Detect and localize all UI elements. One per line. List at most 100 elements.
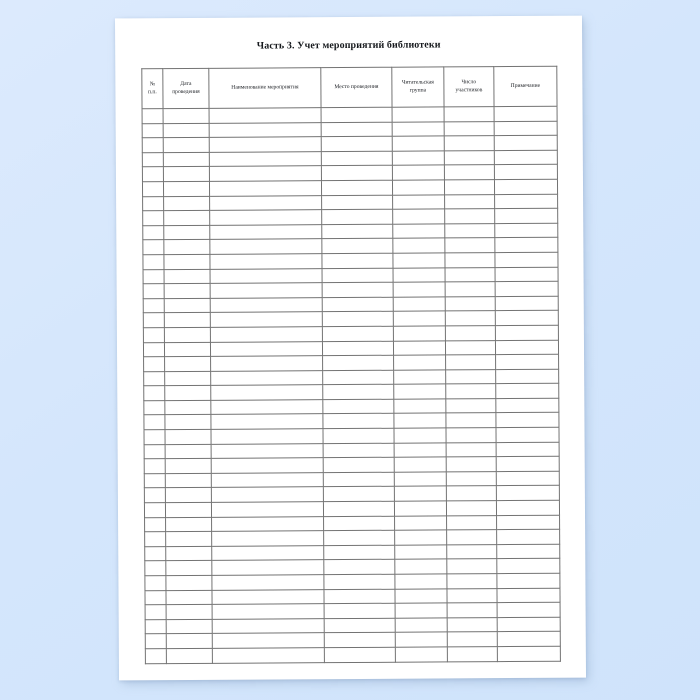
table-cell-count[interactable]	[444, 194, 495, 210]
table-cell-name[interactable]	[212, 603, 325, 620]
table-cell-num[interactable]	[143, 371, 165, 387]
table-cell-place[interactable]	[322, 413, 394, 429]
table-cell-place[interactable]	[323, 442, 395, 458]
table-cell-place[interactable]	[321, 151, 393, 167]
table-cell-count[interactable]	[447, 602, 498, 618]
table-cell-count[interactable]	[445, 413, 496, 428]
table-cell-note[interactable]	[496, 573, 560, 589]
table-cell-group[interactable]	[394, 588, 448, 604]
table-cell-group[interactable]	[395, 632, 448, 648]
table-cell-name[interactable]	[210, 326, 323, 342]
table-cell-group[interactable]	[393, 325, 446, 341]
table-cell-num[interactable]	[144, 488, 166, 503]
table-cell-group[interactable]	[393, 282, 446, 297]
table-cell-num[interactable]	[144, 590, 167, 605]
table-cell-place[interactable]	[322, 311, 394, 327]
table-cell-note[interactable]	[495, 310, 559, 326]
table-cell-note[interactable]	[496, 544, 560, 560]
table-cell-num[interactable]	[144, 561, 166, 576]
table-cell-place[interactable]	[323, 515, 395, 531]
table-cell-name[interactable]	[210, 341, 323, 357]
table-cell-place[interactable]	[323, 486, 395, 502]
table-cell-group[interactable]	[392, 136, 445, 152]
table-cell-count[interactable]	[446, 588, 498, 604]
table-cell-num[interactable]	[145, 634, 167, 649]
table-cell-count[interactable]	[446, 456, 497, 472]
table-cell-count[interactable]	[446, 559, 497, 574]
table-cell-date[interactable]	[165, 516, 212, 532]
table-cell-name[interactable]	[209, 239, 322, 255]
table-cell-group[interactable]	[394, 544, 447, 560]
table-cell-group[interactable]	[392, 165, 445, 181]
table-cell-name[interactable]	[209, 195, 322, 211]
table-cell-count[interactable]	[447, 646, 498, 662]
table-cell-date[interactable]	[164, 312, 211, 328]
table-cell-date[interactable]	[164, 356, 211, 372]
table-cell-num[interactable]	[142, 108, 164, 124]
table-cell-count[interactable]	[445, 427, 497, 443]
table-cell-count[interactable]	[446, 471, 497, 487]
table-cell-group[interactable]	[393, 340, 446, 356]
table-cell-num[interactable]	[142, 210, 164, 226]
table-cell-name[interactable]	[210, 311, 323, 328]
table-cell-date[interactable]	[164, 298, 211, 313]
table-cell-name[interactable]	[209, 166, 322, 182]
table-cell-place[interactable]	[323, 501, 395, 517]
table-cell-date[interactable]	[163, 181, 210, 197]
table-cell-name[interactable]	[211, 487, 324, 503]
table-cell-count[interactable]	[445, 310, 496, 326]
table-cell-num[interactable]	[145, 619, 167, 635]
table-cell-note[interactable]	[494, 193, 558, 209]
table-cell-num[interactable]	[142, 167, 164, 182]
table-cell-num[interactable]	[145, 648, 167, 664]
table-cell-date[interactable]	[165, 487, 212, 503]
table-cell-note[interactable]	[494, 135, 558, 151]
table-cell-num[interactable]	[144, 458, 166, 474]
table-cell-group[interactable]	[393, 296, 446, 312]
table-cell-count[interactable]	[445, 354, 496, 370]
table-cell-date[interactable]	[163, 195, 210, 211]
table-cell-place[interactable]	[321, 121, 393, 137]
table-cell-name[interactable]	[211, 501, 324, 517]
table-cell-name[interactable]	[209, 209, 322, 226]
table-cell-count[interactable]	[446, 573, 497, 589]
table-cell-date[interactable]	[166, 619, 213, 635]
table-cell-count[interactable]	[445, 383, 496, 399]
table-cell-count[interactable]	[445, 398, 496, 414]
table-cell-name[interactable]	[211, 443, 324, 459]
table-cell-place[interactable]	[321, 165, 393, 181]
table-cell-place[interactable]	[323, 588, 396, 604]
table-cell-date[interactable]	[163, 225, 210, 240]
table-cell-num[interactable]	[142, 152, 164, 168]
table-cell-name[interactable]	[209, 180, 322, 196]
table-cell-count[interactable]	[445, 340, 496, 356]
table-cell-num[interactable]	[143, 356, 165, 372]
table-cell-count[interactable]	[445, 325, 496, 341]
table-cell-note[interactable]	[494, 106, 558, 122]
table-cell-num[interactable]	[143, 269, 165, 284]
table-cell-place[interactable]	[324, 647, 396, 663]
table-cell-note[interactable]	[494, 222, 558, 238]
table-cell-group[interactable]	[394, 442, 447, 458]
table-cell-note[interactable]	[496, 441, 560, 457]
table-cell-count[interactable]	[447, 617, 498, 633]
table-cell-date[interactable]	[166, 648, 213, 664]
table-cell-group[interactable]	[393, 427, 447, 443]
table-cell-note[interactable]	[496, 500, 560, 516]
table-cell-note[interactable]	[494, 164, 558, 180]
table-cell-name[interactable]	[211, 574, 324, 590]
table-cell-place[interactable]	[322, 326, 394, 342]
table-cell-group[interactable]	[393, 369, 446, 385]
table-cell-count[interactable]	[446, 544, 497, 560]
table-cell-note[interactable]	[496, 558, 560, 574]
table-cell-note[interactable]	[494, 237, 558, 253]
table-cell-name[interactable]	[210, 355, 323, 372]
table-cell-count[interactable]	[444, 150, 495, 166]
table-cell-count[interactable]	[447, 631, 498, 647]
table-cell-date[interactable]	[164, 414, 211, 430]
table-cell-count[interactable]	[444, 164, 495, 180]
table-cell-num[interactable]	[142, 123, 164, 138]
table-cell-group[interactable]	[394, 573, 447, 589]
table-cell-place[interactable]	[323, 559, 395, 575]
table-cell-name[interactable]	[209, 107, 322, 123]
